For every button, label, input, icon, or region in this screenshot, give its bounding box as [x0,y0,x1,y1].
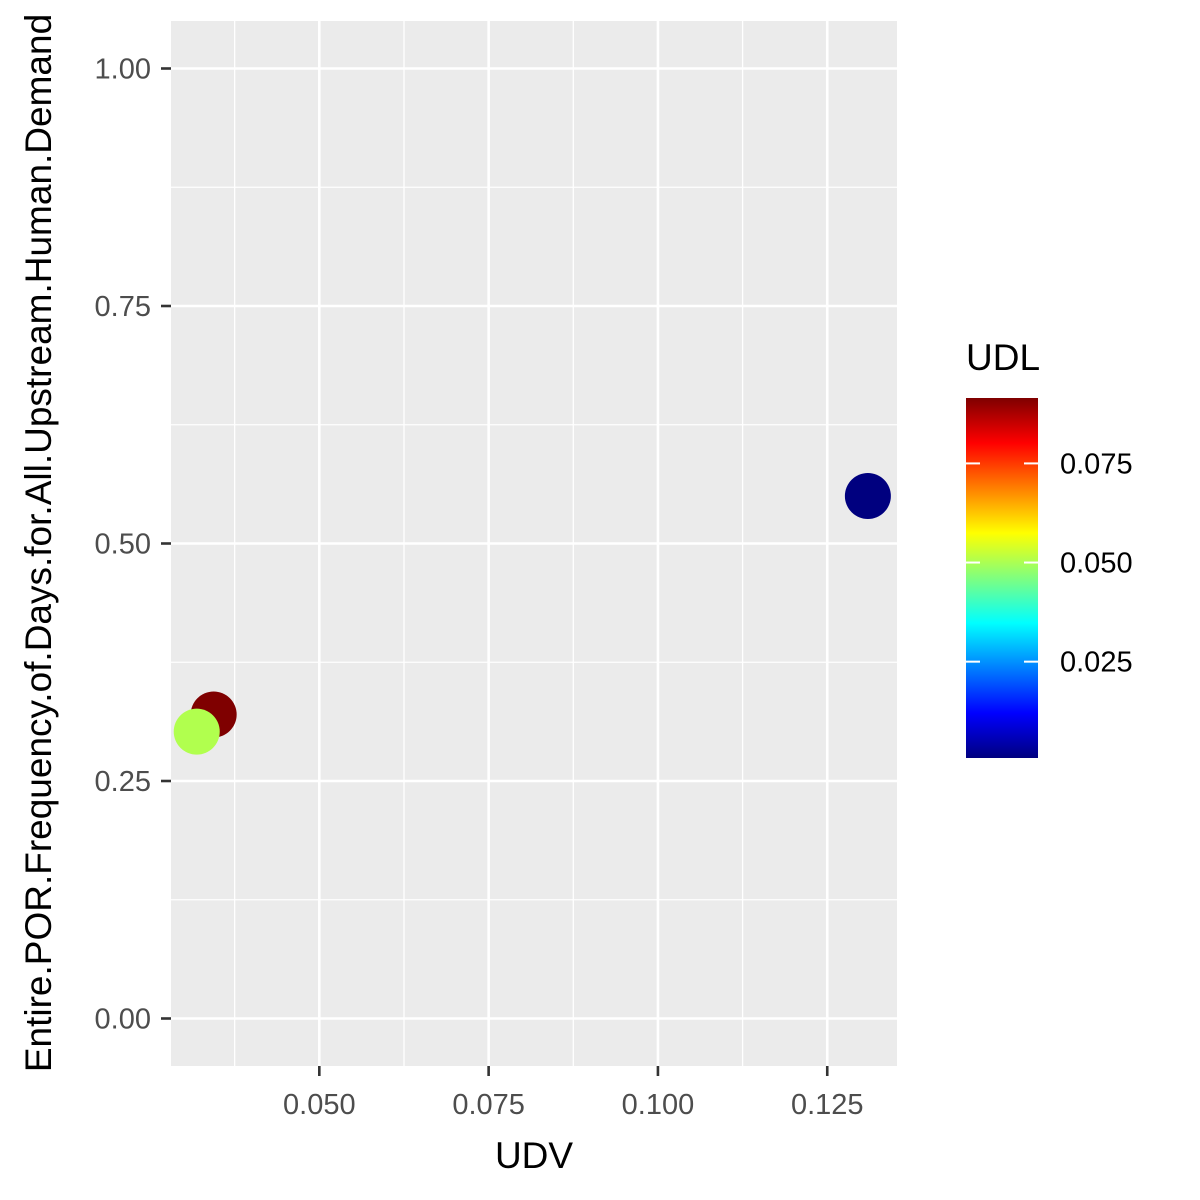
legend-tick-label: 0.075 [1060,448,1133,480]
x-tick-label: 0.075 [452,1089,525,1121]
y-axis: 0.00 0.25 0.50 0.75 1.00 [95,54,171,1036]
x-tick-label: 0.050 [283,1089,356,1121]
y-axis-title: Entire.POR.Frequency.of.Days.for.All.Ups… [18,14,59,1072]
data-point [173,708,220,755]
data-points [173,473,891,755]
x-axis-title: UDV [495,1135,573,1176]
legend-title: UDL [966,337,1040,378]
legend-tick-label: 0.025 [1060,647,1133,679]
y-tick-label: 1.00 [95,54,151,86]
colorbar [966,398,1038,758]
data-point [844,473,891,519]
x-tick-label: 0.125 [791,1089,864,1121]
y-tick-label: 0.00 [95,1004,151,1036]
x-tick-label: 0.100 [622,1089,695,1121]
legend-tick-label: 0.050 [1060,548,1133,580]
y-tick-label: 0.75 [95,291,151,323]
y-tick-label: 0.50 [95,529,151,561]
x-axis: 0.050 0.075 0.100 0.125 [283,1066,864,1121]
y-tick-label: 0.25 [95,766,151,798]
color-legend: UDL 0.025 0.050 0.075 [966,337,1133,758]
major-gridlines [171,21,897,1066]
legend-ticks: 0.025 0.050 0.075 [966,448,1133,679]
